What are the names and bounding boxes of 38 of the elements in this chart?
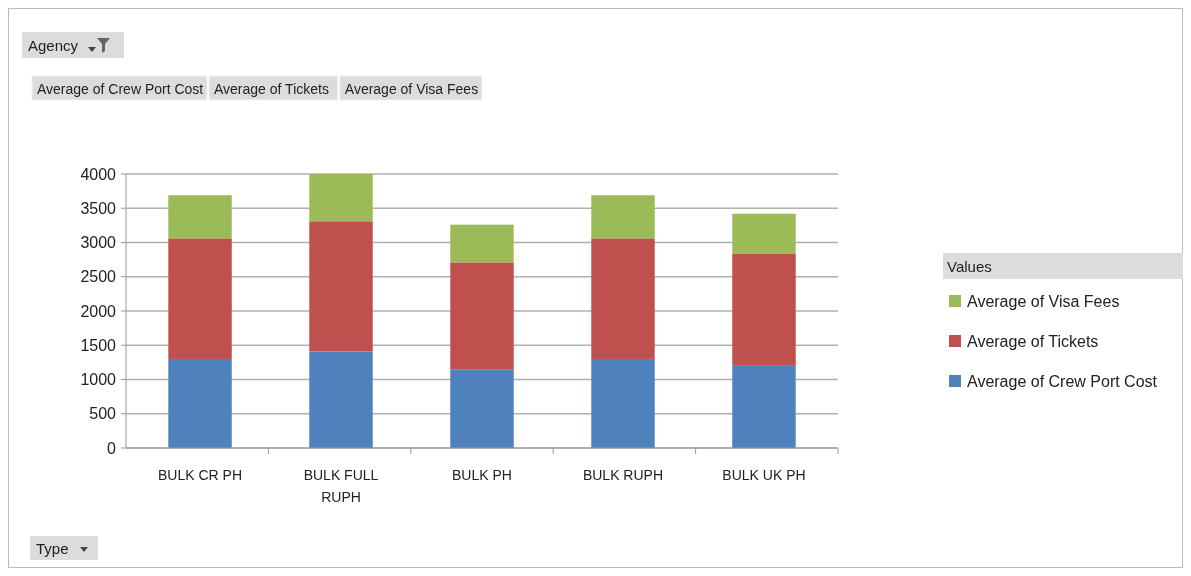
bar	[591, 195, 655, 239]
x-tick-label: BULK UK PH	[722, 467, 806, 483]
y-tick-label: 3500	[80, 199, 117, 217]
y-tick-label: 3000	[80, 234, 117, 252]
bar	[732, 213, 796, 254]
bar	[591, 358, 655, 448]
bar	[309, 221, 373, 352]
bar	[309, 351, 373, 448]
y-tick-label: 1500	[80, 336, 117, 354]
y-tick-label: 2000	[80, 302, 117, 320]
bar	[168, 195, 232, 239]
bar	[309, 174, 373, 222]
y-tick-label: 1000	[80, 371, 117, 389]
text: Average of Crew Port Cost	[37, 81, 204, 97]
legend-label: Average of Visa Fees	[967, 293, 1120, 310]
bar	[732, 253, 796, 366]
x-tick-label: BULK CR PH	[158, 467, 243, 483]
text: Average of Tickets	[214, 81, 329, 97]
x-tick-label: BULK FULL RUPH	[303, 467, 379, 505]
text: Average of Visa Fees	[344, 81, 479, 97]
text: Agency	[28, 37, 79, 54]
bar	[168, 358, 232, 448]
x-tick-label: BULK PH	[452, 467, 512, 483]
bar	[450, 369, 514, 448]
y-tick-label: 4000	[80, 165, 117, 183]
legend-label: Average of Tickets	[967, 333, 1099, 350]
bar	[450, 224, 514, 263]
legend-label: Average of Crew Port Cost	[967, 373, 1158, 390]
bar	[732, 365, 796, 448]
bar	[591, 238, 655, 359]
text: Type	[36, 540, 69, 557]
legend-title: Values	[947, 258, 992, 275]
bar	[168, 238, 232, 359]
y-tick-label: 500	[89, 405, 117, 423]
y-tick-label: 0	[107, 439, 117, 457]
x-tick-label: BULK RUPH	[582, 467, 664, 483]
y-tick-label: 2500	[80, 268, 117, 286]
bar	[450, 262, 514, 370]
